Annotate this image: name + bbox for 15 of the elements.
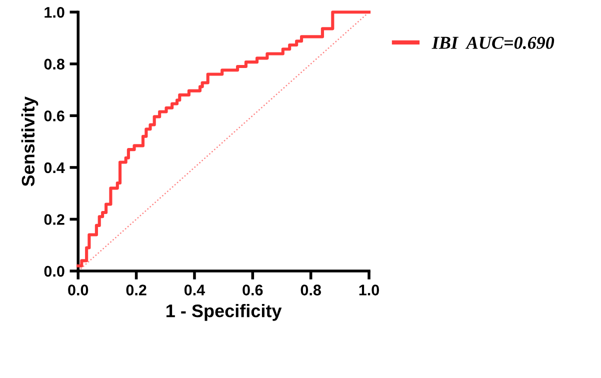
y-axis-title: Sensitivity (21, 96, 38, 186)
y-tick-label: 0.4 (44, 162, 65, 174)
x-tick-label: 0.2 (126, 284, 146, 296)
x-axis-title: 1 - Specificity (166, 304, 282, 321)
y-tick-label: 0.6 (44, 110, 64, 122)
x-tick-label: 0.6 (242, 284, 263, 296)
x-tick-label: 0.0 (68, 284, 88, 296)
x-tick-label: 1.0 (359, 284, 380, 296)
y-tick-label: 0.0 (44, 266, 64, 277)
y-tick-label: 0.2 (44, 214, 64, 225)
y-tick-label: 1.0 (44, 6, 64, 18)
y-tick-label: 0.8 (44, 58, 64, 70)
legend-label: IBI AUC=0.690 (432, 36, 554, 50)
x-tick-label: 0.4 (184, 284, 206, 296)
x-tick-label: 0.8 (300, 284, 321, 296)
